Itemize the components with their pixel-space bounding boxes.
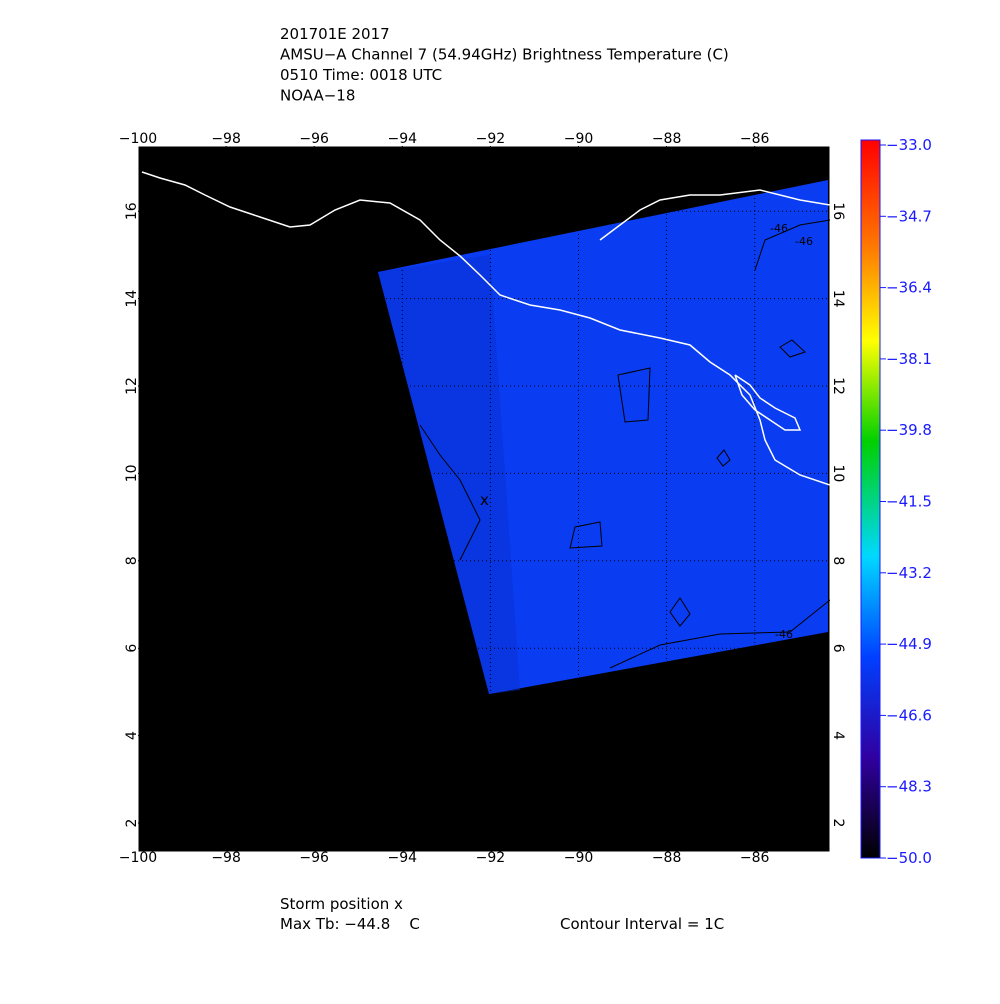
lon-label: −100 xyxy=(119,850,157,866)
header-line: 201701E 2017 xyxy=(280,25,390,43)
lon-label: −90 xyxy=(564,131,594,147)
contour-label: -46 xyxy=(775,628,793,641)
lat-label: 4 xyxy=(830,731,846,740)
lat-label: 6 xyxy=(124,644,140,653)
lon-label: −94 xyxy=(388,131,418,147)
lat-label: 16 xyxy=(830,202,846,220)
coastline xyxy=(141,171,830,486)
colorbar-labels: −33.0 −34.7 −36.4 −38.1 −39.8 −41.5 −43.2 −44.9… xyxy=(880,136,932,867)
colorbar-label: −41.5 xyxy=(886,493,932,511)
contour-label: -46 xyxy=(795,235,813,248)
lat-label: 12 xyxy=(124,377,140,395)
colorbar-label: −38.1 xyxy=(886,350,932,368)
colorbar-label: −46.6 xyxy=(886,706,932,724)
contours xyxy=(419,219,830,669)
coastline xyxy=(734,374,802,431)
colorbar-label: −33.0 xyxy=(886,136,932,154)
lat-label: 8 xyxy=(124,556,140,565)
lon-label: −96 xyxy=(299,850,329,866)
lat-label: 10 xyxy=(830,464,846,482)
lon-label: −86 xyxy=(740,850,770,866)
lon-label: −98 xyxy=(211,131,241,147)
storm-marker: x xyxy=(480,491,489,509)
colorbar xyxy=(860,139,881,859)
coastline xyxy=(599,189,830,241)
lon-label: −92 xyxy=(476,131,506,147)
header-line: 0510 Time: 0018 UTC xyxy=(280,66,442,84)
colorbar-label: −44.9 xyxy=(886,635,932,653)
map-content: x xyxy=(138,146,830,852)
lon-label: −94 xyxy=(388,850,418,866)
header: 201701E 2017 AMSU−A Channel 7 (54.94GHz) … xyxy=(280,25,729,105)
lon-label: −88 xyxy=(652,850,682,866)
lon-label: −100 xyxy=(119,131,157,147)
lon-label: −86 xyxy=(740,131,770,147)
lon-label: −90 xyxy=(564,850,594,866)
header-line: NOAA−18 xyxy=(280,87,355,105)
lat-label: 16 xyxy=(124,202,140,220)
lon-label: −88 xyxy=(652,131,682,147)
colorbar-label: −48.3 xyxy=(886,778,932,796)
colorbar-label: −50.0 xyxy=(886,849,932,867)
swath-edge xyxy=(378,255,520,694)
lon-label: −92 xyxy=(476,850,506,866)
lat-label: 14 xyxy=(830,290,846,308)
colorbar-label: −39.8 xyxy=(886,421,932,439)
lat-label: 2 xyxy=(124,819,140,828)
colorbar-label: −36.4 xyxy=(886,279,932,297)
lat-label: 10 xyxy=(124,464,140,482)
grid xyxy=(138,146,830,852)
max-tb: Max Tb: −44.8 C xyxy=(280,915,420,933)
lat-label: 8 xyxy=(830,556,846,565)
colorbar-label: −43.2 xyxy=(886,564,932,582)
storm-label: Storm position x xyxy=(280,895,403,913)
lat-label: 2 xyxy=(830,819,846,828)
lon-label: −96 xyxy=(299,131,329,147)
header-line: AMSU−A Channel 7 (54.94GHz) Brightness T… xyxy=(280,46,729,64)
lon-label: −98 xyxy=(211,850,241,866)
lat-label: 6 xyxy=(830,644,846,653)
lat-label: 12 xyxy=(830,377,846,395)
colorbar-label: −34.7 xyxy=(886,207,932,225)
contour-label: -46 xyxy=(770,222,788,235)
lat-label: 14 xyxy=(124,290,140,308)
axes: −100 −100 −98 −98 −96 −96 −94 −94 −92 −92 −90 −90 −8… xyxy=(119,131,846,866)
lat-label: 4 xyxy=(124,731,140,740)
contour-interval: Contour Interval = 1C xyxy=(560,915,724,933)
